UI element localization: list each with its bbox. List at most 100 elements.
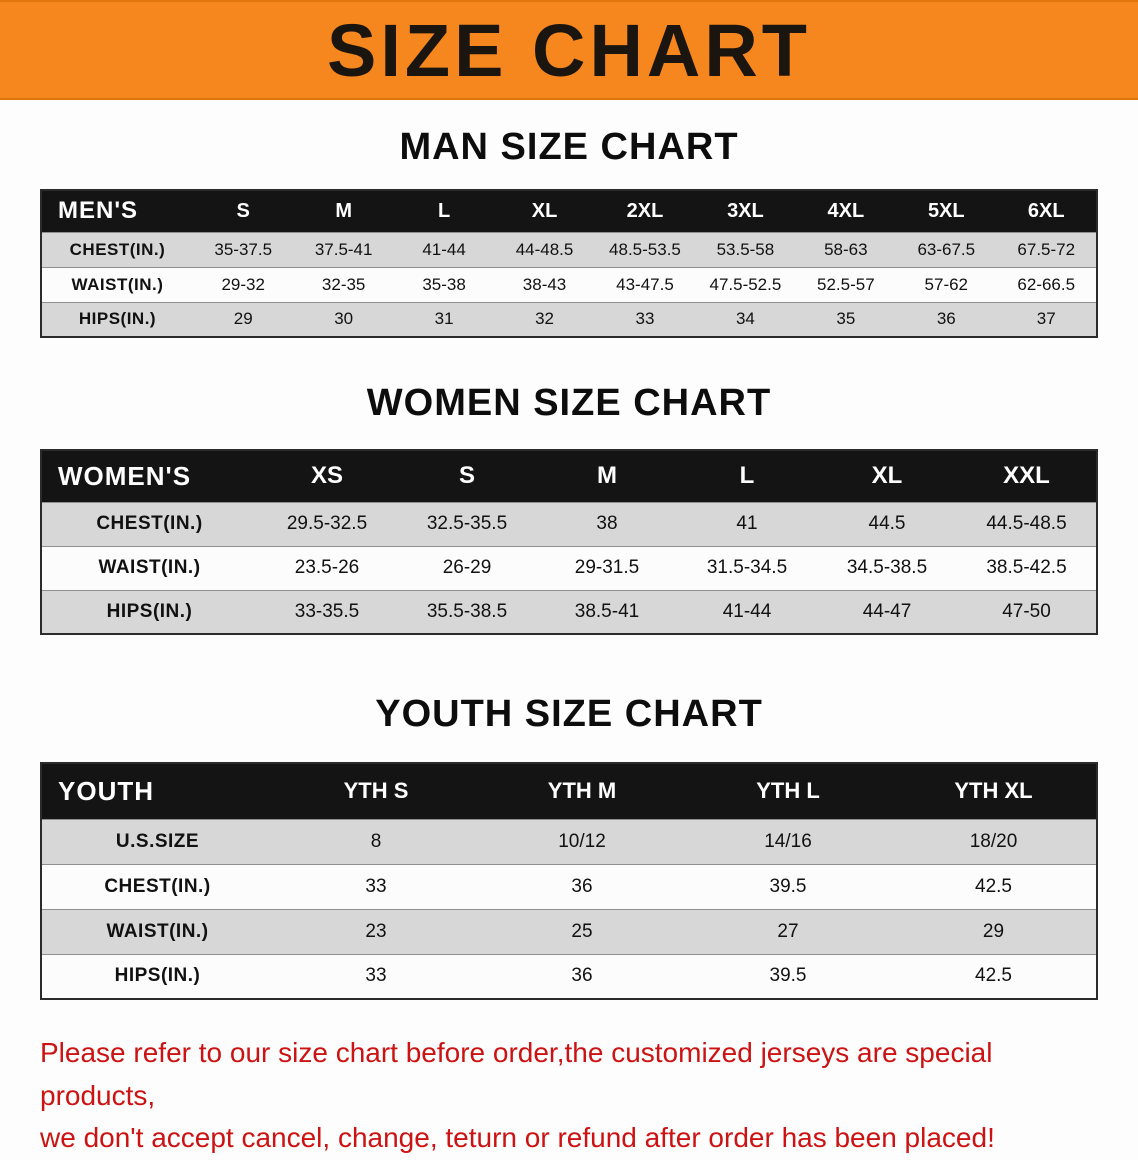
size-value: 23.5-26 — [294, 557, 360, 578]
size-value: 37.5-41 — [314, 239, 373, 259]
table-row: WAIST(IN.) 23 25 27 29 — [41, 909, 1097, 954]
size-value: 34 — [735, 309, 755, 329]
size-value: 36 — [571, 875, 593, 897]
column-header: YTH S — [273, 763, 479, 819]
row-label: CHEST(IN.) — [104, 875, 211, 897]
column-header: XL — [494, 190, 595, 232]
size-value: 18/20 — [969, 830, 1018, 852]
size-value: 58-63 — [824, 239, 868, 259]
size-value: 29-31.5 — [574, 557, 640, 578]
women-chart-heading: WOMEN SIZE CHART — [366, 382, 772, 424]
size-value: 47.5-52.5 — [709, 274, 782, 294]
size-value: 41-44 — [722, 600, 772, 622]
table-row: CHEST(IN.) 33 36 39.5 42.5 — [41, 864, 1097, 909]
column-header: XL — [817, 450, 957, 502]
size-value: 29.5-32.5 — [286, 513, 368, 534]
men-chart-heading: MAN SIZE CHART — [399, 126, 739, 168]
size-value: 67.5-72 — [1017, 239, 1076, 259]
size-value: 41 — [736, 513, 758, 534]
man-size-chart-section: MAN SIZE CHART MEN'S S M L XL 2XL 3XL 4XL 5XL 6XL… — [0, 126, 1138, 338]
size-value: 63-67.5 — [917, 239, 976, 259]
size-value: 38.5-42.5 — [986, 557, 1067, 578]
footer-note-line-1: Please refer to our size chart before or… — [40, 1037, 993, 1111]
size-value: 25 — [571, 920, 593, 942]
row-label: WAIST(IN.) — [71, 274, 164, 294]
table-corner-label: YOUTH — [41, 763, 273, 819]
size-value: 39.5 — [769, 965, 807, 987]
size-value: 62-66.5 — [1017, 274, 1076, 294]
column-header: L — [393, 190, 495, 232]
size-value: 31 — [434, 309, 454, 329]
column-header: L — [677, 450, 817, 502]
size-value: 29-32 — [221, 274, 265, 294]
column-header: XS — [257, 450, 397, 502]
youth-size-table: YOUTH YTH S YTH M YTH L YTH XL U.S.SIZE 8 10/1… — [40, 762, 1098, 1000]
size-value: 27 — [777, 920, 799, 942]
size-value: 37 — [1036, 309, 1056, 329]
size-value: 44-47 — [862, 600, 912, 622]
size-value: 43-47.5 — [616, 274, 674, 294]
table-row: HIPS(IN.) 33 36 39.5 42.5 — [41, 954, 1097, 999]
column-header: 5XL — [896, 190, 997, 232]
column-header: 4XL — [795, 190, 897, 232]
size-value: 39.5 — [769, 875, 807, 897]
size-value: 32-35 — [321, 274, 366, 294]
table-row: CHEST(IN.) 29.5-32.5 32.5-35.5 38 41 44.5 44.5… — [41, 502, 1097, 546]
column-header: M — [293, 190, 394, 232]
size-value: 10/12 — [558, 830, 606, 852]
column-header: XXL — [957, 450, 1097, 502]
table-header-row: YOUTH YTH S YTH M YTH L YTH XL — [41, 763, 1097, 819]
size-value: 14/16 — [764, 830, 812, 852]
table-header-row: MEN'S S M L XL 2XL 3XL 4XL 5XL 6XL — [41, 190, 1097, 232]
table-header-row: WOMEN'S XS S M L XL XXL — [41, 450, 1097, 502]
size-value: 33 — [635, 309, 655, 329]
column-header: 2XL — [594, 190, 696, 232]
size-value: 36 — [936, 309, 956, 329]
table-row: U.S.SIZE 8 10/12 14/16 18/20 — [41, 819, 1097, 864]
table-corner-label: MEN'S — [41, 190, 193, 232]
size-value: 35.5-38.5 — [426, 600, 508, 622]
size-value: 29 — [233, 309, 253, 329]
row-label: HIPS(IN.) — [78, 309, 157, 329]
size-value: 23 — [365, 920, 387, 942]
size-value: 30 — [334, 309, 354, 329]
size-value: 29 — [982, 920, 1005, 942]
size-value: 44.5 — [868, 513, 906, 534]
men-size-table: MEN'S S M L XL 2XL 3XL 4XL 5XL 6XL CHEST(IN.) 35-3… — [40, 189, 1098, 338]
size-value: 47-50 — [1002, 600, 1051, 622]
row-label: HIPS(IN.) — [114, 965, 201, 987]
size-value: 38 — [596, 513, 618, 534]
column-header: S — [193, 190, 294, 232]
size-value: 36 — [571, 965, 593, 987]
column-header: 6XL — [996, 190, 1097, 232]
table-row: WAIST(IN.) 29-32 32-35 35-38 38-43 43-47.5 47.… — [41, 267, 1097, 302]
women-size-table: WOMEN'S XS S M L XL XXL CHEST(IN.) 29.5-32.5 32.… — [40, 449, 1098, 635]
table-row: HIPS(IN.) 33-35.5 35.5-38.5 38.5-41 41-44 44-… — [41, 590, 1097, 634]
youth-size-chart-section: YOUTH SIZE CHART YOUTH YTH S YTH M YTH L YTH… — [0, 693, 1138, 1000]
size-value: 57-62 — [924, 274, 969, 294]
row-label: CHEST(IN.) — [96, 513, 203, 534]
column-header: YTH XL — [891, 763, 1097, 819]
column-header: 3XL — [695, 190, 796, 232]
row-label: WAIST(IN.) — [106, 920, 209, 942]
footer-note-line-2: we don't accept cancel, change, teturn o… — [40, 1122, 995, 1154]
table-row: CHEST(IN.) 35-37.5 37.5-41 41-44 44-48.5 48.5… — [41, 232, 1097, 267]
size-value: 44.5-48.5 — [986, 513, 1067, 534]
size-value: 35 — [836, 309, 856, 329]
size-value: 32.5-35.5 — [426, 513, 508, 534]
size-value: 33 — [365, 875, 387, 897]
banner-title: SIZE CHART — [327, 8, 811, 92]
size-value: 31.5-34.5 — [706, 557, 788, 578]
row-label: U.S.SIZE — [115, 830, 200, 852]
size-value: 8 — [370, 830, 382, 852]
size-value: 26-29 — [442, 557, 492, 578]
size-value: 42.5 — [975, 875, 1012, 897]
table-corner-label: WOMEN'S — [41, 450, 257, 502]
size-value: 42.5 — [975, 965, 1012, 987]
column-header: YTH L — [685, 763, 891, 819]
size-value: 35-38 — [422, 274, 466, 294]
footer-note: Please refer to our size chart before or… — [40, 1032, 1100, 1160]
size-value: 32 — [535, 309, 554, 329]
row-label: HIPS(IN.) — [106, 600, 193, 622]
size-value: 53.5-58 — [716, 239, 775, 259]
